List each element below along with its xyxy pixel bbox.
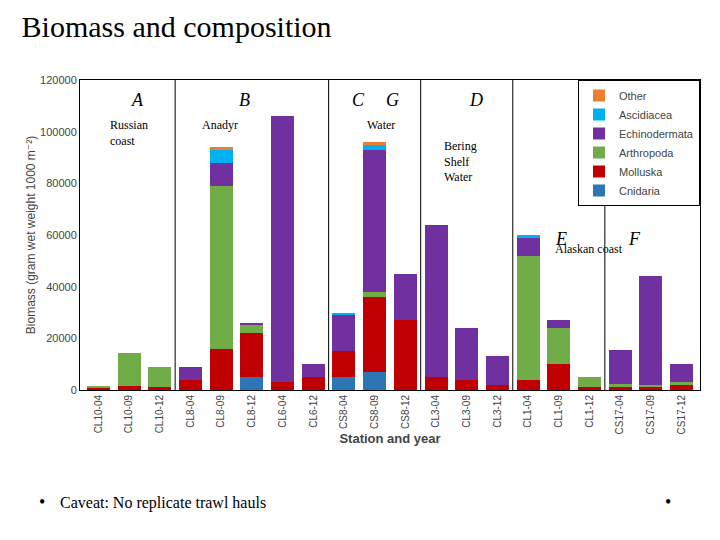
svg-text:C: C (352, 90, 365, 110)
svg-text:CL1-09: CL1-09 (553, 395, 564, 428)
svg-text:Echinodermata: Echinodermata (619, 128, 694, 140)
svg-text:CS8-04: CS8-04 (338, 395, 349, 429)
svg-text:Anadyr: Anadyr (202, 118, 238, 132)
svg-text:CL6-12: CL6-12 (308, 395, 319, 428)
svg-text:80000: 80000 (46, 177, 77, 189)
svg-text:0: 0 (71, 384, 77, 396)
svg-text:A: A (131, 90, 144, 110)
svg-text:Ascidiacea: Ascidiacea (619, 109, 673, 121)
svg-text:CS17-04: CS17-04 (614, 395, 625, 435)
svg-text:Russiancoast: Russiancoast (110, 118, 148, 148)
svg-text:Cnidaria: Cnidaria (619, 185, 661, 197)
svg-text:CS17-09: CS17-09 (645, 395, 656, 435)
svg-text:Biomass and composition: Biomass and composition (22, 10, 332, 43)
svg-text:E: E (555, 229, 567, 249)
svg-text:20000: 20000 (46, 332, 77, 344)
svg-text:Molluska: Molluska (619, 166, 663, 178)
svg-text:Caveat: No replicate trawl hau: Caveat: No replicate trawl hauls (60, 494, 266, 512)
svg-text:Alaskan coast: Alaskan coast (555, 242, 623, 256)
svg-text:CL10-04: CL10-04 (93, 395, 104, 434)
svg-text:CL10-12: CL10-12 (154, 395, 165, 434)
svg-text:CL3-09: CL3-09 (461, 395, 472, 428)
svg-text:BeringShelfWater: BeringShelfWater (444, 139, 477, 184)
svg-text:100000: 100000 (40, 126, 77, 138)
svg-text:Arthropoda: Arthropoda (619, 147, 674, 159)
svg-text:F: F (628, 229, 641, 249)
svg-text:Station and year: Station and year (339, 431, 440, 446)
svg-text:CL1-12: CL1-12 (584, 395, 595, 428)
svg-text:CL8-12: CL8-12 (246, 395, 257, 428)
svg-text:•: • (665, 492, 671, 512)
svg-text:CL3-12: CL3-12 (492, 395, 503, 428)
svg-text:CL3-04: CL3-04 (430, 395, 441, 428)
svg-text:CS8-09: CS8-09 (369, 395, 380, 429)
svg-text:CS8-12: CS8-12 (400, 395, 411, 429)
svg-text:60000: 60000 (46, 229, 77, 241)
svg-text:CL1-04: CL1-04 (522, 395, 533, 428)
svg-text:40000: 40000 (46, 281, 77, 293)
svg-text:CS17-12: CS17-12 (676, 395, 687, 435)
svg-text:•: • (39, 492, 45, 512)
svg-text:G: G (386, 90, 399, 110)
svg-text:Other: Other (619, 90, 647, 102)
svg-text:CL8-09: CL8-09 (215, 395, 226, 428)
svg-text:D: D (469, 90, 483, 110)
svg-text:CL8-04: CL8-04 (185, 395, 196, 428)
svg-text:CL10-09: CL10-09 (123, 395, 134, 434)
svg-text:120000: 120000 (40, 74, 77, 86)
svg-text:CL6-04: CL6-04 (277, 395, 288, 428)
svg-text:B: B (239, 90, 250, 110)
svg-text:Biomass (gram wet weight 1000: Biomass (gram wet weight 1000 m⁻²) (24, 136, 38, 334)
svg-text:Water: Water (367, 118, 395, 132)
